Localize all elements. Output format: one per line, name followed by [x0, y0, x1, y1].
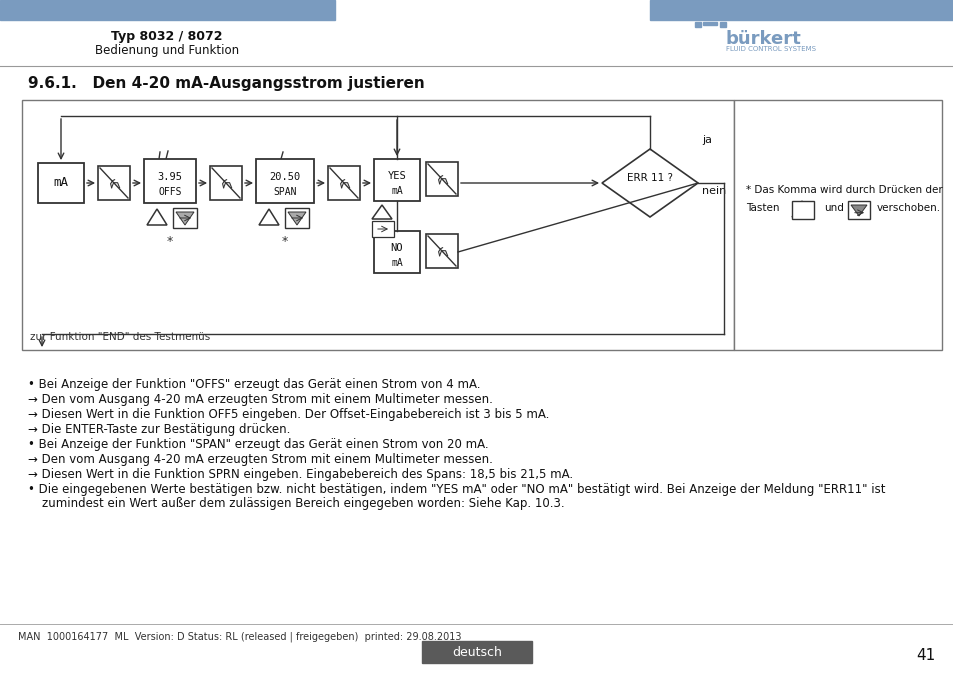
Bar [649, 0, 953, 20]
Text: mA: mA [391, 186, 402, 195]
Text: → Diesen Wert in die Funktion ​OFF5​ eingeben. Der Offset-Eingabebereich ist 3 b: → Diesen Wert in die Funktion ​OFF5​ ein… [28, 408, 549, 421]
Text: ERR 11 ?: ERR 11 ? [626, 173, 672, 183]
Text: NO: NO [391, 243, 403, 253]
Text: → Den vom Ausgang 4-20 mA erzeugten Strom mit einem Multimeter messen.: → Den vom Ausgang 4-20 mA erzeugten Stro… [28, 393, 493, 406]
Text: • Bei Anzeige der Funktion "OFFS" erzeugt das Gerät einen Strom von 4 mA.: • Bei Anzeige der Funktion "OFFS" erzeug… [28, 378, 480, 391]
Text: SPAN: SPAN [273, 187, 296, 197]
Text: 9.6.1.   Den 4-20 mA-Ausgangsstrom justieren: 9.6.1. Den 4-20 mA-Ausgangsstrom justier… [28, 76, 424, 91]
Text: Typ 8032 / 8072: Typ 8032 / 8072 [112, 30, 222, 43]
Bar [372, 221, 394, 237]
Polygon shape [372, 205, 392, 219]
Text: Tasten: Tasten [745, 203, 779, 213]
Bar [374, 231, 419, 273]
Bar [38, 163, 84, 203]
Bar [791, 201, 813, 219]
Polygon shape [850, 205, 866, 216]
Text: ja: ja [701, 135, 711, 145]
Polygon shape [175, 212, 193, 225]
Text: zur Funktion "END" des Testmenüs: zur Funktion "END" des Testmenüs [30, 332, 210, 342]
Bar [374, 159, 419, 201]
Text: *: * [281, 235, 288, 248]
Text: YES: YES [387, 171, 406, 181]
Bar [285, 208, 309, 228]
Text: Bedienung und Funktion: Bedienung und Funktion [95, 44, 239, 57]
Bar [695, 22, 700, 27]
Text: mA: mA [391, 258, 402, 267]
Bar [255, 159, 314, 203]
Bar [847, 201, 869, 219]
Bar [144, 159, 195, 203]
Bar [426, 234, 457, 268]
Text: 20.50: 20.50 [269, 172, 300, 182]
Polygon shape [258, 209, 278, 225]
Bar [426, 162, 457, 196]
Text: OFFS: OFFS [158, 187, 182, 197]
Text: mA: mA [53, 176, 69, 190]
Bar [210, 166, 242, 200]
Bar [421, 641, 532, 663]
Bar [0, 0, 335, 20]
Bar [720, 22, 725, 27]
Text: FLUID CONTROL SYSTEMS: FLUID CONTROL SYSTEMS [725, 46, 815, 52]
Text: *: * [167, 235, 172, 248]
Bar [22, 100, 733, 350]
Text: • Die eingegebenen Werte bestätigen bzw. nicht bestätigen, indem "YES mA" oder ": • Die eingegebenen Werte bestätigen bzw.… [28, 483, 884, 496]
Text: verschoben.: verschoben. [876, 203, 941, 213]
Text: 41: 41 [916, 647, 935, 662]
Text: • Bei Anzeige der Funktion "SPAN" erzeugt das Gerät einen Strom von 20 mA.: • Bei Anzeige der Funktion "SPAN" erzeug… [28, 438, 488, 451]
Text: * Das Komma wird durch Drücken der: * Das Komma wird durch Drücken der [745, 185, 942, 195]
Polygon shape [147, 209, 167, 225]
Polygon shape [288, 212, 306, 225]
Text: deutsch: deutsch [452, 645, 501, 658]
Text: 3.95: 3.95 [157, 172, 182, 182]
Text: MAN  1000164177  ML  Version: D Status: RL (released | freigegeben)  printed: 29: MAN 1000164177 ML Version: D Status: RL … [18, 632, 461, 643]
Text: bürkert: bürkert [725, 30, 801, 48]
Bar [98, 166, 130, 200]
Text: → Die ENTER-Taste zur Bestätigung drücken.: → Die ENTER-Taste zur Bestätigung drücke… [28, 423, 290, 436]
Text: und: und [823, 203, 843, 213]
Bar [702, 22, 717, 25]
Bar [172, 208, 196, 228]
Text: nein: nein [701, 186, 725, 196]
Text: → Den vom Ausgang 4-20 mA erzeugten Strom mit einem Multimeter messen.: → Den vom Ausgang 4-20 mA erzeugten Stro… [28, 453, 493, 466]
Polygon shape [791, 201, 811, 217]
Bar [328, 166, 359, 200]
Text: → Diesen Wert in die Funktion ​SPRN​ eingeben. Eingabebereich des Spans: 18,5 bi: → Diesen Wert in die Funktion ​SPRN​ ein… [28, 468, 573, 481]
Text: zumindest ein Wert außer dem zulässigen Bereich eingegeben worden: Siehe Kap. 10: zumindest ein Wert außer dem zulässigen … [42, 497, 564, 510]
Polygon shape [601, 149, 698, 217]
Bar [733, 100, 941, 350]
